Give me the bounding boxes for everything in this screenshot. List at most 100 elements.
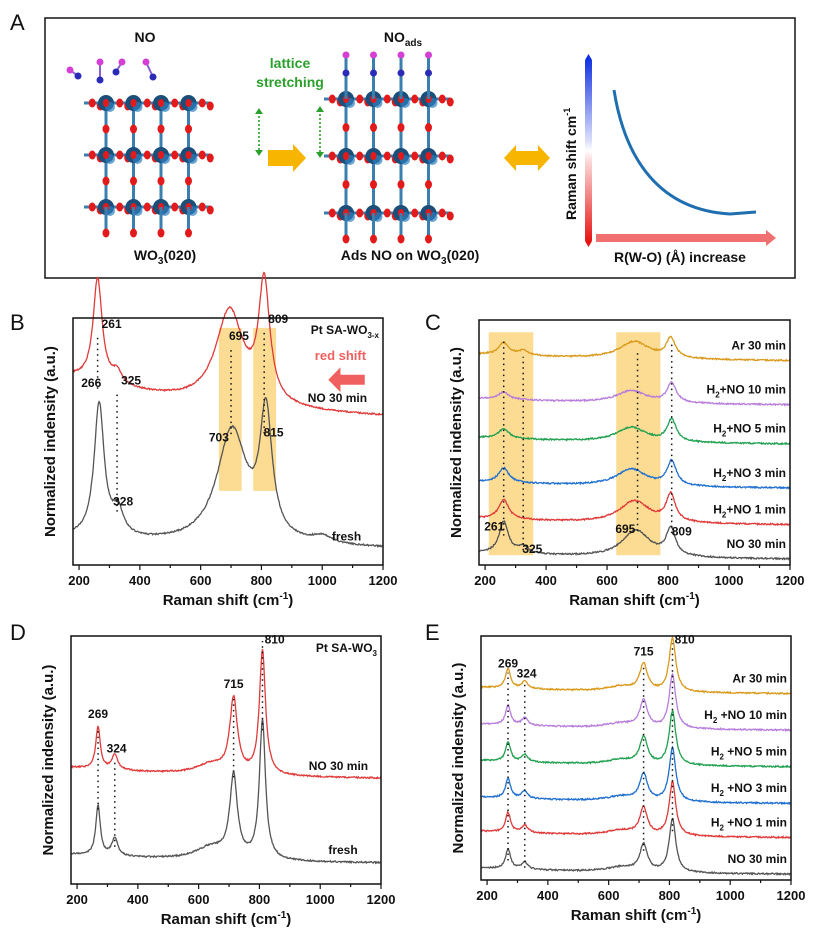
chart-c: Ar 30 min H2+NO 10 min H2+NO 5 min H2+NO 3 … xyxy=(448,319,804,609)
series-label: fresh xyxy=(328,843,357,857)
o-atom xyxy=(185,176,192,186)
x-tick-label: 400 xyxy=(535,573,557,588)
o-atom xyxy=(198,202,206,212)
x-tick-label: 600 xyxy=(190,573,212,588)
o-atom xyxy=(88,98,96,108)
panel-label-e: E xyxy=(425,620,440,645)
chart-title: Pt SA-WO3 xyxy=(316,641,378,658)
o-atom xyxy=(328,208,336,218)
r-wo-arrow-shaft xyxy=(596,234,766,242)
peak-label: 261 xyxy=(102,317,122,331)
o-atom xyxy=(103,99,109,107)
n-atom xyxy=(397,69,405,77)
o-atom xyxy=(102,124,110,134)
series-label: fresh xyxy=(332,529,361,543)
chart-d: NO 30 min fresh 269 324 715 810 Pt SA-WO3 200 40… xyxy=(40,632,395,928)
panel-label-c: C xyxy=(425,310,441,335)
o-atom xyxy=(185,99,192,107)
x-tick-label: 1000 xyxy=(716,888,745,903)
series-line xyxy=(72,271,384,416)
o-atom xyxy=(383,94,391,104)
series-label: NO 30 min xyxy=(727,537,786,551)
series-label: H2+NO 3 min xyxy=(713,466,786,483)
y-axis-label: Normalized indensity (a.u.) xyxy=(448,347,465,538)
panel-a: A NO NOads lattice stretching WO3(020) A… xyxy=(10,10,796,279)
o-atom xyxy=(398,152,404,160)
o-atom xyxy=(143,150,151,160)
x-tick-label: 600 xyxy=(596,573,618,588)
peak-label: 810 xyxy=(675,632,695,646)
peak-label: 266 xyxy=(81,376,101,390)
series-line xyxy=(480,709,792,769)
o-atom xyxy=(425,234,432,244)
peak-label: 809 xyxy=(672,525,692,539)
n-atom xyxy=(74,72,82,80)
series-line xyxy=(478,335,791,363)
lattice-stretch-arrow-right xyxy=(316,106,324,158)
o-atom-ads xyxy=(397,51,405,59)
n-atom xyxy=(342,69,350,77)
x-tick-label: 200 xyxy=(476,888,498,903)
series-line xyxy=(480,817,792,876)
panel-label-b: B xyxy=(10,310,25,335)
x-tick-label: 600 xyxy=(598,888,620,903)
o-atom xyxy=(328,94,336,104)
o-atom xyxy=(102,176,110,186)
o-atom xyxy=(356,208,364,218)
highlight-band xyxy=(616,332,661,556)
n-atom xyxy=(425,69,432,77)
o-atom xyxy=(370,180,377,189)
series-label: NO 30 min xyxy=(308,391,367,405)
o-atom xyxy=(425,152,432,160)
series-line xyxy=(70,649,382,780)
o-atom xyxy=(88,202,96,212)
y-axis-label: Normalized indensity (a.u.) xyxy=(40,665,57,856)
o-atom xyxy=(171,98,179,108)
x-tick-label: 400 xyxy=(537,888,559,903)
arrow-left-icon xyxy=(328,367,365,393)
peak-label: 810 xyxy=(265,632,285,646)
o-atom xyxy=(116,98,124,108)
x-tick-label: 800 xyxy=(659,888,681,903)
plot-frame xyxy=(72,317,384,566)
peak-label: 715 xyxy=(224,677,244,691)
plot-frame xyxy=(70,635,382,885)
o-atom xyxy=(116,150,124,160)
peak-label: 269 xyxy=(88,707,108,721)
x-tick-label: 600 xyxy=(188,892,210,907)
transform-arrow-icon xyxy=(268,144,306,172)
o-atom xyxy=(102,228,110,238)
peak-label: 325 xyxy=(522,542,542,556)
arrow-down-icon xyxy=(585,241,592,247)
o-atom xyxy=(342,123,350,132)
o-atom xyxy=(446,97,454,107)
series-label: Ar 30 min xyxy=(732,671,787,685)
o-atom xyxy=(116,202,124,212)
o-atom xyxy=(446,154,454,164)
series-label: Ar 30 min xyxy=(731,338,786,352)
o-atom xyxy=(370,152,377,160)
o-atom xyxy=(328,151,336,161)
series-line xyxy=(478,416,791,446)
series-line xyxy=(478,520,791,561)
peak-label: 715 xyxy=(634,645,654,659)
o-atom xyxy=(383,151,391,161)
o-atom xyxy=(438,151,446,161)
o-atom xyxy=(130,176,137,186)
series-label: NO 30 min xyxy=(309,759,368,773)
o-atom xyxy=(446,211,454,221)
series-line xyxy=(70,718,382,865)
o-atom-ads xyxy=(370,51,377,59)
lattice-annotation-line2: stretching xyxy=(256,74,324,90)
o-atom xyxy=(171,150,179,160)
x-tick-label: 1000 xyxy=(715,573,744,588)
n-atom xyxy=(96,76,104,84)
o-atom xyxy=(66,66,74,74)
o-atom xyxy=(198,98,206,108)
o-atom xyxy=(171,202,179,212)
peak-label: 324 xyxy=(517,666,537,680)
series-line xyxy=(478,490,791,527)
series-label: H2 +NO 10 min xyxy=(704,708,787,725)
x-tick-label: 800 xyxy=(251,573,273,588)
o-atom xyxy=(157,228,165,238)
